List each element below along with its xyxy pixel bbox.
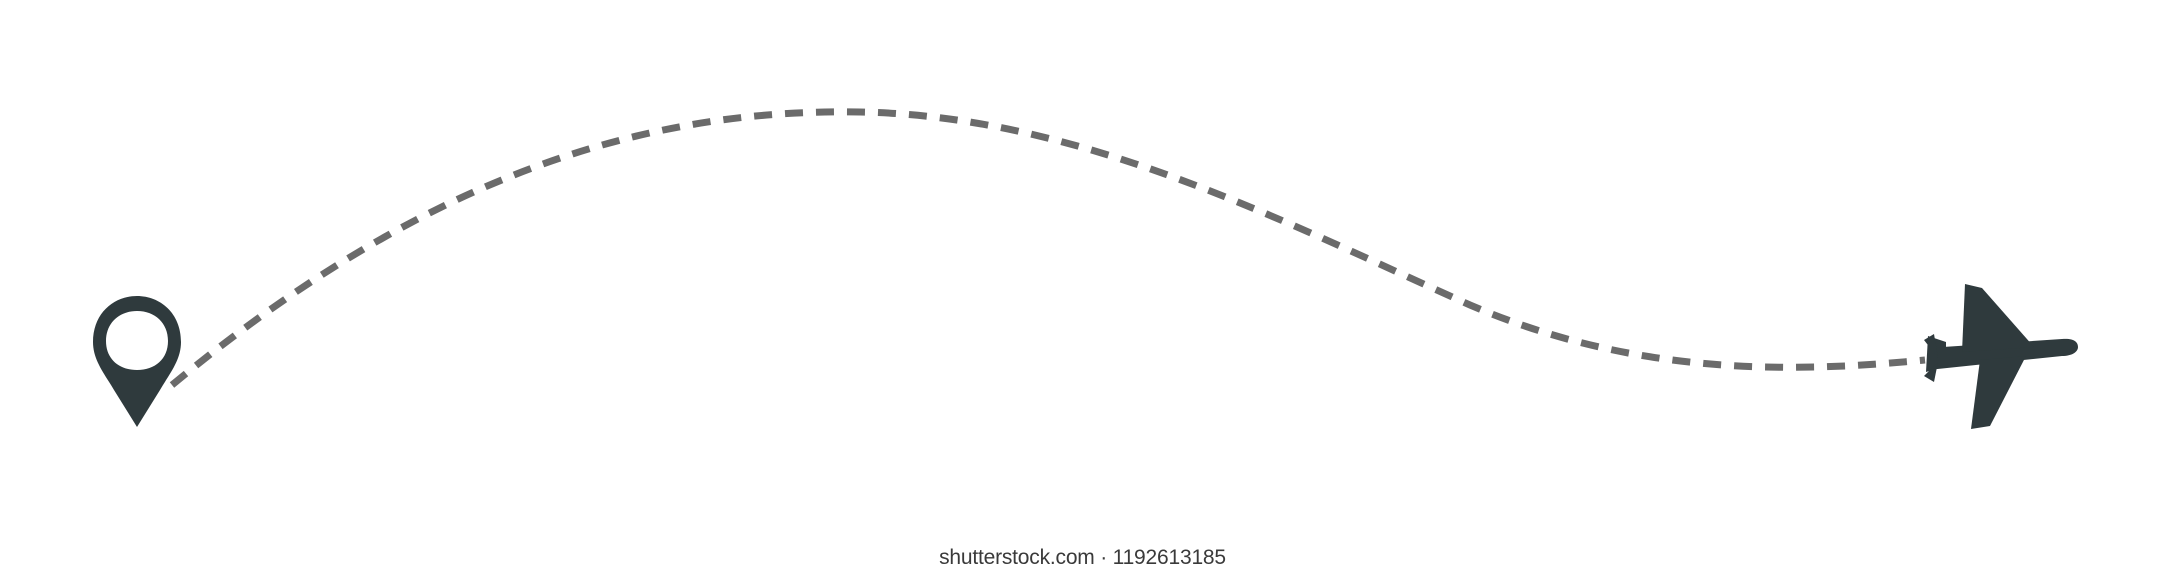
watermark-text: shutterstock.com · 1192613185	[939, 546, 1226, 569]
location-pin-icon	[93, 296, 181, 427]
airplane-icon	[1924, 284, 2078, 429]
dashed-flight-path	[169, 108, 1926, 388]
